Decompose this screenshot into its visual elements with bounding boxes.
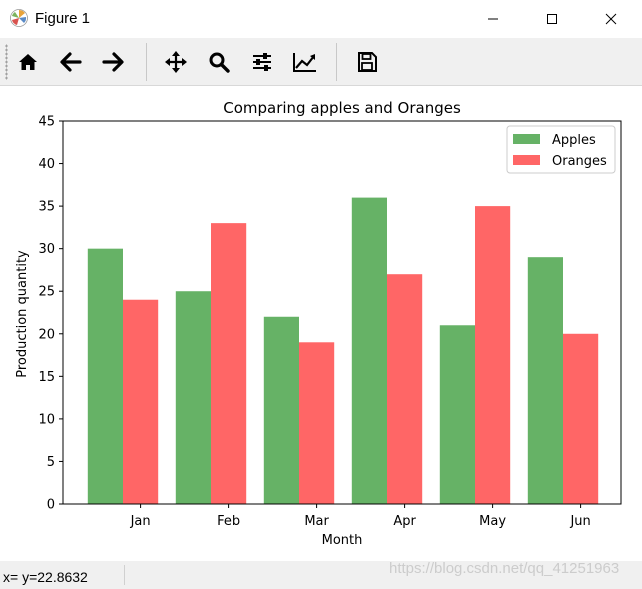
plot-frame <box>62 120 622 505</box>
bar-apples-mar <box>263 316 299 504</box>
y-tick-label: 5 <box>47 455 55 470</box>
matplotlib-app-icon <box>10 9 28 27</box>
x-tick-label: Mar <box>304 514 329 529</box>
toolbar-grip[interactable] <box>5 44 8 80</box>
y-tick-label: 20 <box>38 327 55 342</box>
maximize-icon <box>547 14 557 24</box>
y-tick-label: 30 <box>38 242 55 257</box>
toolbar-separator <box>146 43 147 81</box>
toolbar-separator <box>336 43 337 81</box>
maximize-button[interactable] <box>529 0 575 38</box>
x-tick-label: Jan <box>130 514 151 529</box>
close-icon <box>605 13 617 25</box>
y-tick-label: 0 <box>47 498 55 513</box>
window-titlebar: Figure 1 <box>0 0 642 38</box>
minimize-button[interactable] <box>470 0 516 38</box>
pan-button[interactable] <box>160 46 192 78</box>
y-tick-label: 10 <box>38 412 55 427</box>
x-tick-label: Jun <box>569 514 590 529</box>
bar-oranges-may <box>475 206 511 504</box>
navigation-toolbar <box>0 38 642 86</box>
figure-canvas[interactable]: Comparing apples and Oranges Production … <box>0 86 642 561</box>
save-button[interactable] <box>351 46 383 78</box>
y-tick-label: 15 <box>38 370 55 385</box>
x-tick-label: Feb <box>217 514 240 529</box>
home-button[interactable] <box>12 46 44 78</box>
legend: Apples Oranges <box>506 125 616 174</box>
bar-apples-apr <box>351 197 387 504</box>
x-axis-label: Month <box>322 533 363 548</box>
bar-apples-jun <box>527 257 563 504</box>
bar-apples-may <box>439 325 475 504</box>
forward-button[interactable] <box>97 46 129 78</box>
home-icon <box>19 54 37 70</box>
bar-oranges-apr <box>387 274 423 504</box>
configure-subplots-button[interactable] <box>246 46 278 78</box>
status-separator <box>124 565 125 585</box>
y-axis-label: Production quantity <box>15 250 30 378</box>
bar-oranges-mar <box>299 342 335 504</box>
x-tick-label: May <box>479 514 506 529</box>
minimize-icon <box>488 18 498 20</box>
legend-swatch-oranges <box>513 155 540 165</box>
bar-oranges-feb <box>211 223 247 504</box>
chart-title: Comparing apples and Oranges <box>223 99 461 117</box>
move-icon <box>165 51 187 73</box>
close-button[interactable] <box>588 0 634 38</box>
bar-apples-jan <box>87 248 123 504</box>
y-tick-label: 35 <box>38 200 55 215</box>
legend-swatch-apples <box>513 134 540 144</box>
edit-axis-button[interactable] <box>289 46 321 78</box>
zoom-button[interactable] <box>203 46 235 78</box>
bar-apples-feb <box>175 291 211 504</box>
bar-oranges-jan <box>123 299 159 504</box>
bar-oranges-jun <box>563 333 599 504</box>
x-tick-label: Apr <box>393 514 416 529</box>
legend-label-oranges: Oranges <box>552 154 607 169</box>
sliders-icon <box>253 53 271 71</box>
y-tick-label: 25 <box>38 285 55 300</box>
legend-label-apples: Apples <box>552 133 596 148</box>
floppy-disk-icon <box>358 52 377 72</box>
search-icon <box>209 52 230 73</box>
status-bar: x= y=22.8632 <box>0 561 642 589</box>
y-tick-label: 45 <box>38 115 55 130</box>
window-title: Figure 1 <box>35 10 91 27</box>
arrow-left-icon <box>60 52 82 72</box>
cursor-coordinates: x= y=22.8632 <box>3 569 88 585</box>
bar-chart[interactable]: Comparing apples and Oranges Production … <box>0 86 642 561</box>
watermark-text: https://blog.csdn.net/qq_41251963 <box>389 560 620 577</box>
line-chart-icon <box>293 53 316 72</box>
arrow-right-icon <box>102 52 124 72</box>
back-button[interactable] <box>55 46 87 78</box>
y-tick-label: 40 <box>38 157 55 172</box>
